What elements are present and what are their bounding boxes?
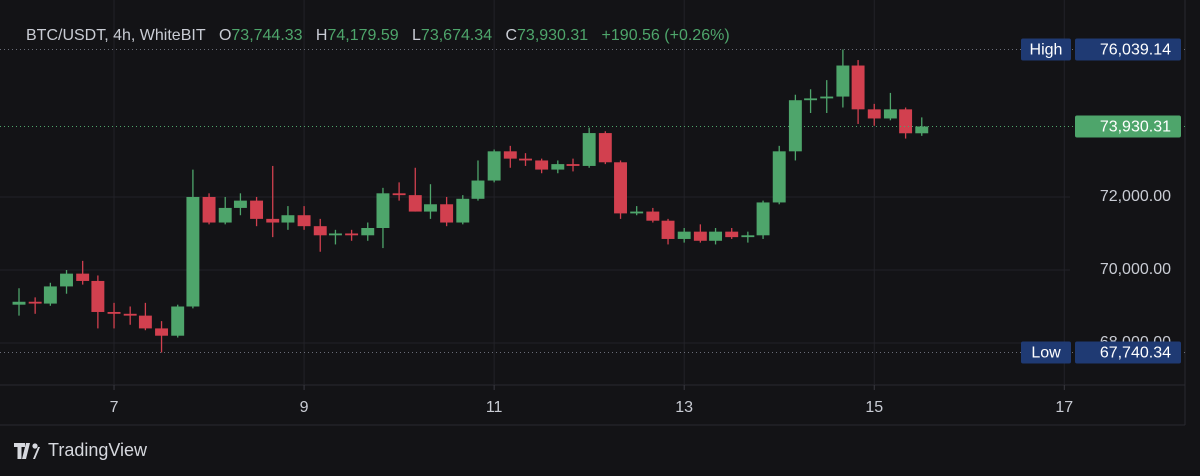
candle-body	[91, 280, 105, 312]
open-value: 73,744.33	[231, 27, 303, 44]
footer: TradingView	[14, 440, 147, 461]
candle-body	[646, 211, 660, 221]
x-tick-label: 15	[865, 399, 883, 416]
candle-body	[677, 231, 691, 239]
candle-body	[535, 160, 549, 170]
candle-body	[297, 215, 311, 227]
candle-body	[566, 164, 580, 166]
candle-body	[155, 328, 169, 336]
candle-body	[171, 306, 185, 336]
candle-body	[202, 196, 216, 223]
candle-body	[12, 301, 26, 305]
candle-body	[915, 126, 929, 134]
candle-body	[788, 100, 802, 152]
candle-body	[361, 228, 375, 236]
candle-body	[123, 313, 137, 316]
candle-body	[836, 65, 850, 97]
candle-body	[519, 158, 532, 161]
candle-body	[345, 233, 359, 236]
low-value: 73,674.34	[420, 27, 493, 44]
high-value: 74,179.59	[327, 27, 399, 44]
candle-body	[741, 235, 755, 238]
candle-body	[661, 220, 675, 239]
candle-body	[28, 301, 42, 304]
candle-body	[772, 151, 786, 203]
x-tick-label: 11	[486, 399, 503, 416]
price-box	[1075, 115, 1181, 138]
candle-body	[281, 215, 295, 223]
candle-body	[598, 133, 612, 163]
candle-body	[440, 204, 454, 223]
x-tick-label: 17	[1055, 399, 1073, 416]
y-tick-label: 70,000.00	[1100, 261, 1171, 278]
candle-body	[883, 109, 897, 119]
candle-body	[630, 211, 644, 214]
candle-body	[503, 151, 517, 159]
candle-body	[392, 193, 406, 196]
candle-body	[60, 273, 73, 287]
price-value: 67,740.34	[1100, 345, 1171, 362]
candle-body	[487, 151, 501, 181]
x-tick-label: 7	[110, 399, 119, 416]
candle-body	[693, 231, 707, 241]
candle-body	[107, 311, 121, 314]
candle-body	[867, 109, 881, 119]
close-label: C	[505, 27, 518, 44]
candle-body	[186, 196, 200, 307]
candle-body	[851, 65, 865, 110]
candle-body	[899, 109, 913, 134]
candle-body	[76, 273, 90, 281]
close-value: 73,930.31	[517, 27, 589, 44]
symbol: BTC/USDT, 4h, WhiteBIT	[26, 27, 206, 44]
price-tag: High	[1030, 42, 1063, 59]
candle-body	[424, 204, 437, 212]
candle-body	[551, 164, 565, 170]
candle-body	[233, 200, 247, 208]
candle-body	[804, 98, 818, 101]
candle-body	[266, 218, 280, 223]
change: +190.56 (+0.26%)	[601, 27, 730, 44]
price-tag-box	[1021, 341, 1071, 364]
candle-body	[250, 200, 264, 219]
candle-body	[820, 96, 834, 99]
y-tick-label: 72,000.00	[1100, 188, 1171, 205]
price-value: 73,930.31	[1100, 119, 1171, 136]
candle-body	[218, 207, 232, 223]
price-box	[1075, 341, 1181, 364]
price-box	[1075, 38, 1181, 61]
logo-icon	[14, 442, 40, 459]
candle-body	[328, 233, 342, 236]
candle-body	[709, 231, 723, 241]
price-tag-box	[1021, 38, 1071, 61]
candle-body	[456, 198, 470, 223]
candle-body	[376, 193, 390, 229]
candle-body	[582, 133, 596, 166]
x-tick-label: 9	[300, 399, 309, 416]
candle-body	[471, 180, 485, 199]
candle-body	[725, 231, 739, 238]
brand: TradingView	[48, 440, 148, 460]
candle-body	[43, 286, 57, 304]
x-tick-label: 13	[675, 399, 693, 416]
candle-body	[408, 195, 422, 212]
price-value: 76,039.14	[1100, 42, 1171, 59]
candle-body	[756, 202, 770, 236]
header: BTC/USDT, 4h, WhiteBIT O73,744.33 H74,17…	[26, 27, 730, 45]
candle-body	[138, 315, 152, 329]
open-label: O	[218, 27, 232, 44]
candle-body	[313, 226, 327, 236]
low-label: L	[412, 27, 421, 44]
high-label: H	[315, 27, 328, 44]
price-tag: Low	[1031, 345, 1061, 362]
candle-body	[614, 162, 627, 214]
